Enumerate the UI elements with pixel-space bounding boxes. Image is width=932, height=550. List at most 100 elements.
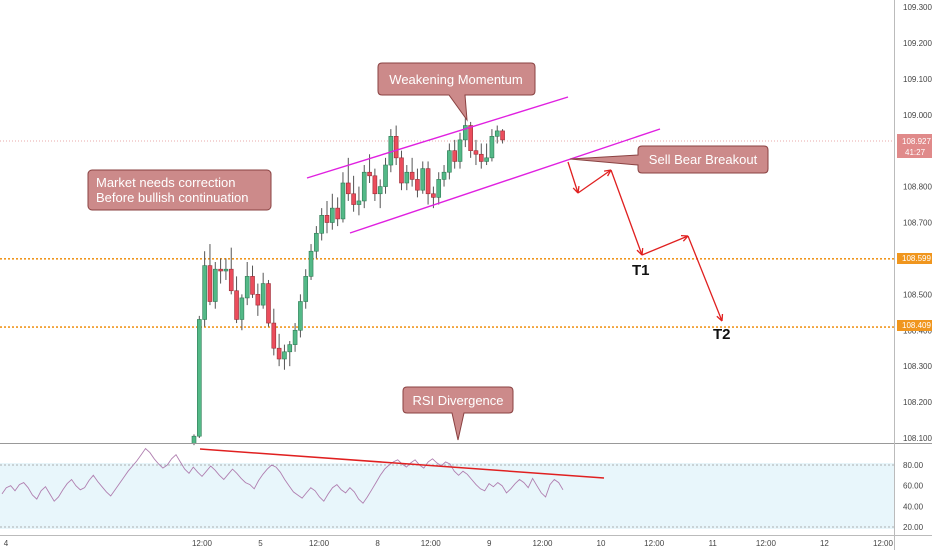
candle-body	[452, 150, 457, 162]
candle-body	[298, 301, 303, 331]
projection-segment	[567, 161, 579, 194]
price-tick-label: 108.300	[903, 362, 932, 371]
price-tick-label: 108.800	[903, 183, 932, 192]
candle-body	[303, 276, 309, 302]
callout-rsi: RSI Divergence	[402, 386, 514, 441]
candles	[191, 118, 505, 446]
candle-body	[463, 125, 468, 141]
channel	[306, 96, 661, 234]
candle-body	[234, 290, 239, 320]
callout-sell-text: Sell Bear Breakout	[649, 152, 758, 167]
projection-segment	[641, 235, 689, 256]
level-label-2: 108.409	[902, 321, 931, 330]
price-tick-label: 109.100	[903, 75, 932, 84]
callout-weakening: Weakening Momentum	[377, 62, 536, 122]
candle-body	[415, 179, 420, 191]
candle-body	[383, 164, 388, 187]
time-tick-label: 12:00	[644, 539, 665, 548]
target-t1-label: T1	[632, 262, 650, 279]
projection-arrowhead	[716, 313, 724, 322]
time-tick-label: 11	[709, 539, 718, 548]
callout-rsi-text: RSI Divergence	[412, 393, 503, 408]
rsi-line	[1, 447, 564, 504]
time-tick-label: 12:00	[873, 539, 894, 548]
candle-body	[404, 171, 410, 184]
candle-body	[377, 186, 383, 195]
time-tick-label: 12:00	[309, 539, 330, 548]
candle-body	[393, 136, 399, 159]
price-tick-label: 109.300	[903, 3, 932, 12]
candle-body	[447, 150, 452, 173]
candle-body	[372, 175, 378, 195]
level-label-1: 108.599	[902, 254, 931, 263]
time-tick-label: 5	[258, 539, 263, 548]
candle-body	[276, 347, 282, 360]
candle-body	[250, 276, 255, 295]
price-tick-label: 109.000	[903, 111, 932, 120]
candle-body	[431, 193, 436, 198]
time-tick-label: 12:00	[532, 539, 553, 548]
time-tick-label: 9	[487, 539, 492, 548]
projection-arrowhead	[572, 185, 580, 194]
candle-body	[314, 232, 319, 252]
price-tick-label: 108.200	[903, 398, 932, 407]
candle-body	[473, 150, 479, 155]
rsi-band	[0, 463, 894, 529]
candle-body	[239, 297, 245, 320]
horizontal-levels	[0, 140, 894, 328]
callout-market-line1: Market needs correction	[96, 175, 235, 190]
candle-body	[420, 168, 426, 191]
candle-body	[351, 193, 356, 205]
time-tick-label: 12:00	[421, 539, 442, 548]
callout-market: Market needs correction Before bullish c…	[87, 169, 272, 211]
candle-body	[266, 283, 271, 324]
time-tick-label: 4	[4, 539, 9, 548]
countdown-label: 41:27	[905, 148, 926, 157]
candle-body	[308, 250, 314, 277]
candle-body	[287, 344, 293, 353]
candle-body	[436, 179, 442, 198]
projection-arrowhead	[636, 247, 644, 256]
time-tick-label: 12	[820, 539, 829, 548]
candle-body	[335, 207, 340, 220]
callout-weakening-text: Weakening Momentum	[389, 72, 522, 87]
projection-arrowhead	[680, 234, 689, 242]
time-tick-label: 12:00	[192, 539, 213, 548]
candle-body	[292, 329, 298, 345]
candle-body	[212, 268, 218, 302]
price-tick-label: 108.700	[903, 219, 932, 228]
time-tick-label: 8	[375, 539, 380, 548]
candle-body	[494, 130, 500, 137]
candle-body	[282, 351, 287, 360]
projection-segment	[577, 169, 612, 194]
channel-lower-line	[349, 128, 661, 234]
price-tick-label: 108.100	[903, 434, 932, 443]
candle-body	[367, 171, 372, 177]
candle-body	[197, 319, 202, 437]
projection-arrowhead	[603, 169, 612, 177]
level-tag-1: 108.599	[897, 253, 932, 264]
candle-body	[425, 168, 431, 195]
candle-body	[324, 215, 330, 223]
candle-body	[218, 268, 223, 272]
price-tick-label: 109.200	[903, 39, 932, 48]
rsi-tick-label: 20.00	[903, 523, 924, 532]
current-price-label: 108.927	[902, 137, 931, 146]
candle-body	[223, 268, 229, 272]
candle-body	[228, 268, 234, 292]
candle-body	[500, 130, 505, 141]
channel-upper-line	[306, 96, 569, 179]
candle-body	[489, 136, 495, 159]
callout-market-line2: Before bullish continuation	[96, 190, 249, 205]
time-tick-label: 10	[597, 539, 606, 548]
candle-body	[388, 136, 394, 166]
candle-body	[244, 276, 250, 299]
projection-arrows	[567, 161, 724, 322]
candle-body	[468, 125, 473, 151]
rsi-tick-label: 60.00	[903, 482, 924, 491]
candle-body	[478, 153, 484, 162]
candle-body	[361, 171, 367, 202]
level-tag-2: 108.409	[897, 320, 932, 331]
